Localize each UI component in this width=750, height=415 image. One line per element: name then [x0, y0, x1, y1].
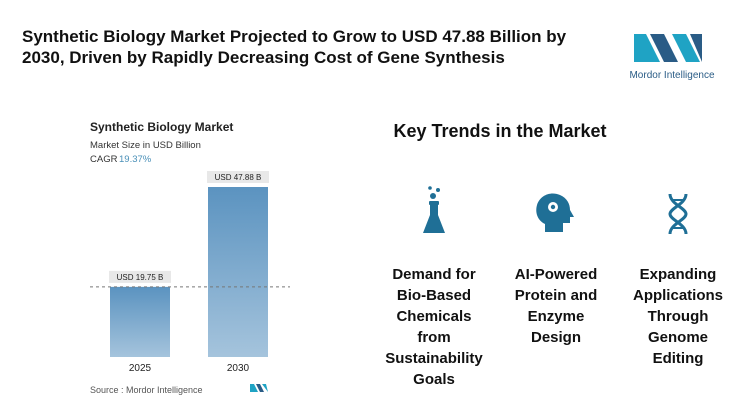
source: Source : Mordor Intelligence	[90, 385, 203, 395]
value-label: USD 47.88 B	[215, 173, 262, 182]
ai-head-icon	[536, 193, 574, 232]
chart-subtitle: Market Size in USD Billion	[90, 140, 201, 151]
x-tick-label: 2025	[129, 363, 152, 374]
chart: Synthetic Biology Market Market Size in …	[90, 120, 290, 395]
trends-title: Key Trends in the Market	[393, 121, 607, 141]
source-logo	[250, 384, 268, 392]
bar	[110, 286, 170, 357]
logo-text: Mordor Intelligence	[629, 70, 715, 81]
bar	[208, 187, 268, 357]
trend-label: AI-Powered Protein and Enzyme Design	[514, 266, 598, 346]
page-title: Synthetic Biology Market Projected to Gr…	[22, 27, 567, 67]
cagr-value: 19.37%	[119, 154, 152, 165]
trend-label: Expanding Applications Through Genome Ed…	[632, 266, 723, 367]
trend-label: Demand for Bio-Based Chemicals from Sust…	[385, 266, 483, 388]
chart-title: Synthetic Biology Market	[90, 120, 233, 134]
cagr-label: CAGR	[90, 154, 118, 165]
dna-icon	[668, 193, 688, 235]
value-label: USD 19.75 B	[117, 273, 164, 282]
logo-icon	[634, 34, 702, 62]
value-label-box	[207, 171, 269, 183]
value-label-box	[109, 270, 171, 283]
flask-icon	[423, 186, 445, 233]
x-tick-label: 2030	[227, 363, 250, 374]
